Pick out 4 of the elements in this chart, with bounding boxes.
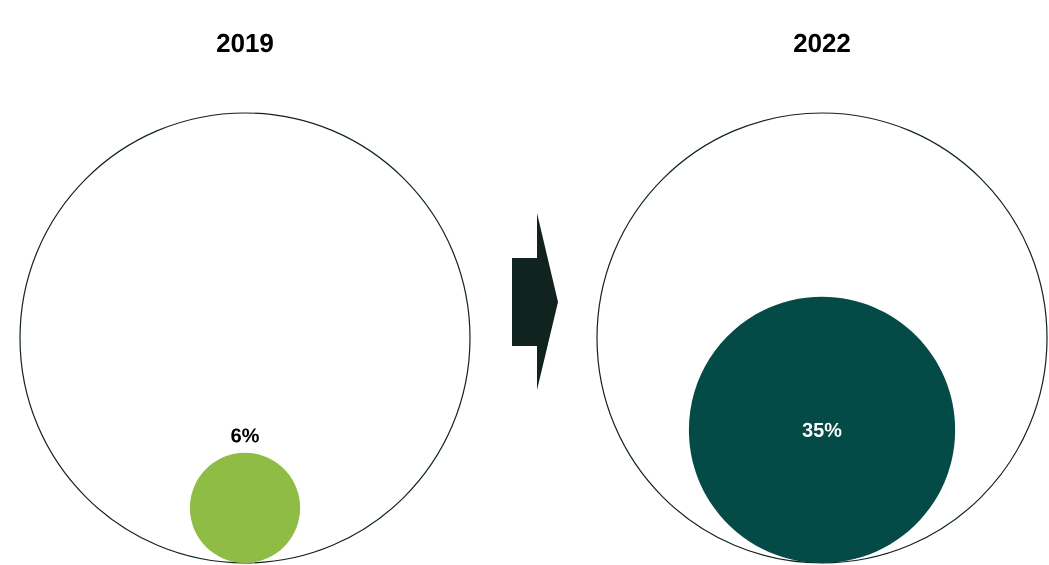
category-label: 2022 xyxy=(794,33,850,53)
data-label: 6% xyxy=(231,428,259,443)
data-label: 35% xyxy=(802,422,842,437)
category-label: 2019 xyxy=(217,33,273,53)
